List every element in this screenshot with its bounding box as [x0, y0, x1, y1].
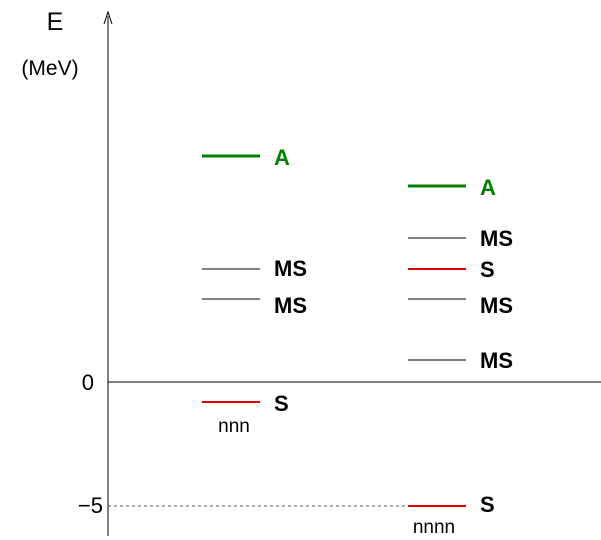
level-label-col1-S: S: [274, 391, 289, 416]
level-label-col2-MS-1: MS: [480, 226, 513, 251]
level-label-col2-S-upper: S: [480, 257, 495, 282]
level-label-col2-MS-2: MS: [480, 293, 513, 318]
level-label-col1-MS-upper: MS: [274, 256, 307, 281]
column-name-nnnn: nnnn: [413, 517, 455, 538]
level-label-col2-A: A: [480, 175, 496, 200]
level-label-col2-S-lower: S: [480, 492, 495, 517]
axis-title: E: [47, 8, 64, 36]
level-label-col1-A: A: [274, 145, 290, 170]
column-name-nnn: nnn: [218, 416, 250, 437]
level-label-col1-MS-lower: MS: [274, 293, 307, 318]
tick-label-zero: 0: [82, 370, 94, 395]
level-label-col2-MS-3: MS: [480, 348, 513, 373]
axis-unit: (MeV): [21, 57, 78, 80]
tick-label-minus-five: −5: [78, 493, 103, 518]
y-axis-arrow-icon: [103, 10, 113, 25]
